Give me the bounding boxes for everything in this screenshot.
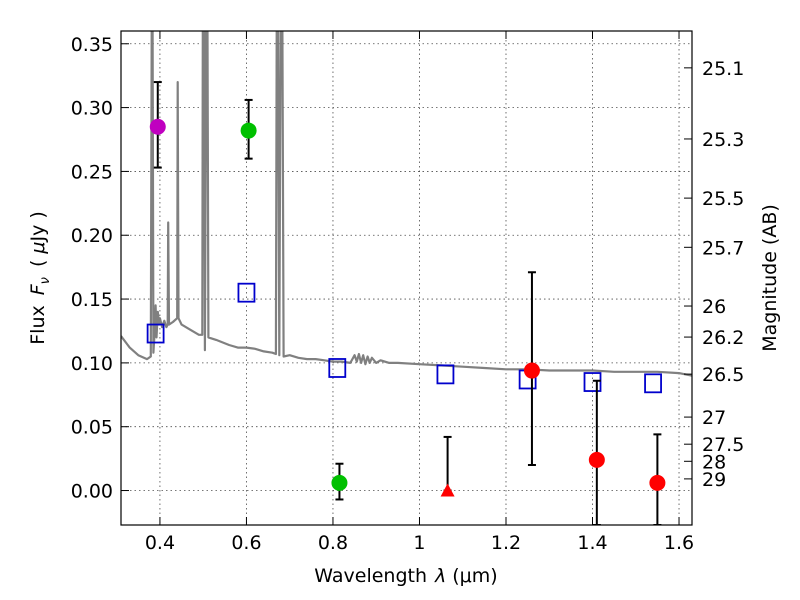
y2-tick-label: 26 [702, 296, 726, 318]
y-tick-label: 0.35 [71, 34, 113, 56]
tick-labels: 0.4 0.6 0.8 1 1.2 1.4 1.6 0.00 0.05 0.10 0.15 0.20 0… [71, 34, 745, 554]
y2-tick-label: 25.5 [702, 188, 744, 210]
x-tick-label: 0.6 [231, 532, 261, 554]
observed-point [331, 474, 348, 491]
y2-tick-label: 29 [702, 469, 726, 491]
y2-axis-label: Magnitude (AB) [759, 204, 781, 352]
plot-frame [120, 30, 693, 526]
plot-area [121, 31, 692, 525]
y-tick-label: 0.20 [71, 225, 113, 247]
tick-marks [121, 31, 692, 525]
y-tick-label: 0.30 [71, 98, 113, 120]
upper-limit-point [440, 483, 455, 497]
model-photometry-point [146, 323, 165, 344]
observed-point [523, 362, 540, 379]
y2-tick-label: 25.3 [702, 129, 744, 151]
model-photometry-point [436, 364, 455, 385]
y2-tick-label: 28 [702, 451, 726, 473]
observed-point [588, 451, 605, 468]
model-photometry-point [328, 358, 347, 378]
x-tick-label: 0.8 [318, 532, 348, 554]
y2-tick-label: 25.7 [702, 237, 744, 259]
model-photometry-point [644, 373, 662, 394]
x-tick-label: 0.4 [145, 532, 175, 554]
y-tick-label: 0.10 [71, 353, 113, 375]
y-tick-label: 0.25 [71, 161, 113, 183]
x-tick-label: 1.4 [577, 532, 607, 554]
y2-tick-label: 26.2 [702, 327, 744, 349]
y-tick-label: 0.15 [71, 289, 113, 311]
observed-point [240, 122, 257, 139]
model-photometry-point [583, 372, 602, 392]
y2-tick-label: 27.5 [702, 434, 744, 456]
observed-point [149, 118, 166, 135]
x-tick-label: 1 [413, 532, 425, 554]
grid [121, 31, 692, 525]
y-tick-label: 0.00 [71, 481, 113, 503]
x-tick-label: 1.2 [491, 532, 521, 554]
y2-tick-label: 26.5 [702, 364, 744, 386]
y2-tick-label: 27 [702, 407, 726, 429]
observed-point [649, 474, 666, 491]
y2-tick-label: 25.1 [702, 58, 744, 80]
x-tick-label: 1.6 [664, 532, 694, 554]
y-axis-label: FluxFν(μJy) [27, 211, 53, 345]
x-axis-label: Wavelength λ (μm) [314, 565, 497, 587]
y-tick-label: 0.05 [71, 417, 113, 439]
model-photometry-point [237, 282, 256, 303]
